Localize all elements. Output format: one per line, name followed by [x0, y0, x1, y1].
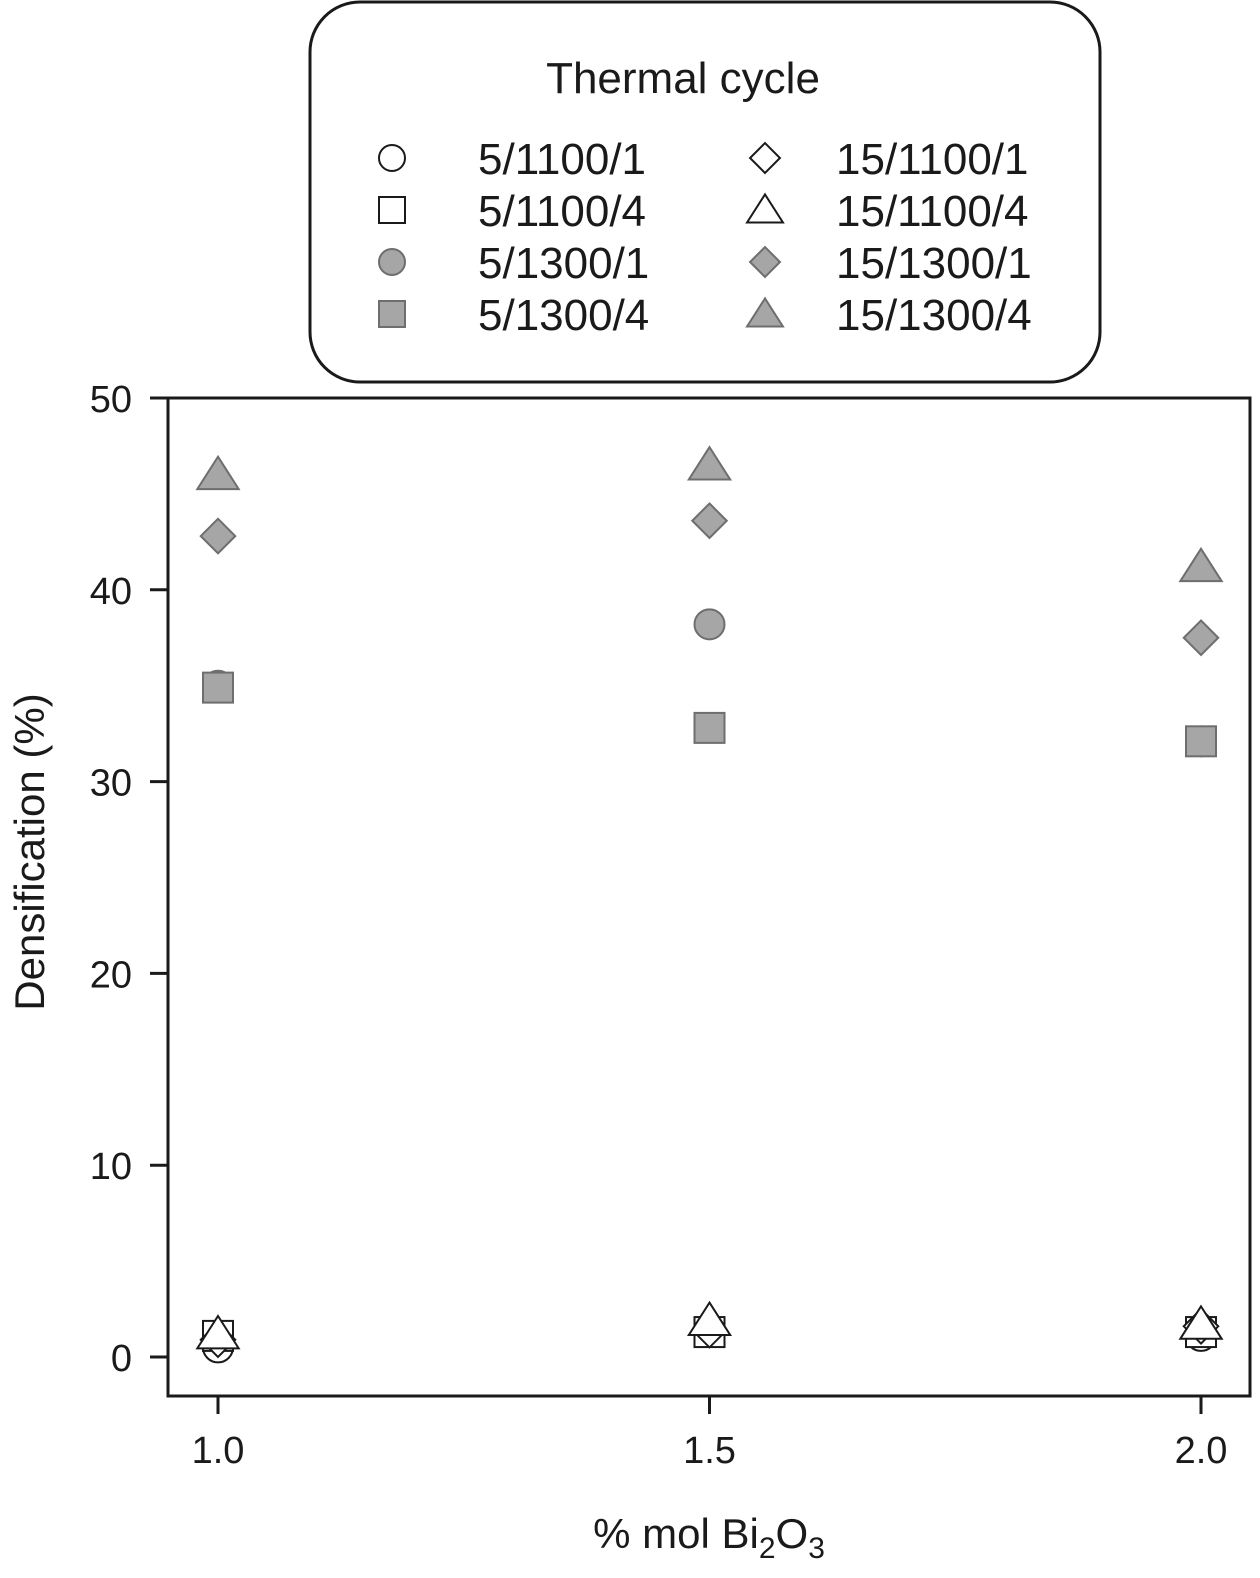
series-15-1300-4 [195, 445, 1224, 583]
legend-marker [748, 141, 782, 175]
legend-label: 15/1300/4 [836, 291, 1032, 340]
legend-label: 5/1100/1 [478, 135, 646, 184]
legend: Thermal cycle 5/1100/15/1100/45/1300/15/… [308, 0, 1102, 384]
legend-marker [378, 300, 406, 328]
legend-marker [748, 245, 782, 279]
y-tick-label: 40 [90, 571, 132, 613]
data-point [690, 502, 729, 540]
legend-label: 15/1100/4 [836, 187, 1028, 236]
data-point [1178, 1304, 1224, 1340]
y-tick-label: 10 [90, 1146, 132, 1188]
x-tick-label: 1.0 [192, 1430, 245, 1472]
data-points [195, 445, 1224, 1364]
legend-entry: 15/1300/4 [745, 291, 1032, 340]
legend-label: 5/1100/4 [478, 187, 646, 236]
data-point [1185, 725, 1217, 758]
series-15-1300-1 [199, 502, 1220, 657]
y-tick-label: 50 [90, 379, 132, 421]
data-point [202, 671, 234, 704]
y-tick-label: 20 [90, 954, 132, 996]
data-point [1178, 546, 1224, 583]
legend-entry: 15/1100/1 [748, 135, 1028, 184]
x-axis-label: % mol Bi2O3 [593, 1510, 825, 1565]
legend-label: 5/1300/1 [478, 239, 649, 288]
legend-entry: 5/1100/4 [378, 187, 646, 236]
legend-marker [378, 196, 406, 224]
legend-marker [378, 248, 406, 276]
legend-entry: 15/1100/4 [745, 187, 1028, 236]
x-axis: 1.0 1.5 2.0 [192, 1396, 1228, 1472]
legend-entry: 5/1100/1 [378, 135, 646, 184]
legend-marker [745, 192, 785, 224]
legend-box [308, 0, 1102, 384]
legend-label: 15/1100/1 [836, 135, 1028, 184]
legend-marker [378, 144, 406, 172]
legend-entry: 5/1300/1 [378, 239, 649, 288]
legend-marker [745, 296, 785, 328]
data-point [693, 711, 726, 744]
data-point [195, 1314, 241, 1350]
data-point [686, 1300, 733, 1336]
series-15-1100-4 [195, 1300, 1224, 1350]
legend-label: 15/1300/1 [836, 239, 1032, 288]
plot-frame [166, 396, 1252, 1398]
legend-entry: 15/1300/1 [748, 239, 1032, 288]
legend-entries: 5/1100/15/1100/45/1300/15/1300/4 15/1100/… [378, 135, 1032, 340]
y-tick-label: 0 [111, 1338, 132, 1380]
data-point [1182, 619, 1220, 657]
y-axis: 0 10 20 30 40 50 [90, 379, 168, 1380]
data-point [199, 517, 237, 555]
series-5-1300-4 [202, 671, 1217, 758]
legend-title: Thermal cycle [546, 54, 820, 103]
data-point [686, 445, 733, 481]
x-tick-label: 2.0 [1175, 1430, 1228, 1472]
legend-entry: 5/1300/4 [378, 291, 649, 340]
data-point [195, 454, 241, 491]
y-tick-label: 30 [90, 763, 132, 805]
data-point [693, 608, 726, 641]
legend-label: 5/1300/4 [478, 291, 649, 340]
x-tick-label: 1.5 [683, 1430, 736, 1472]
y-axis-label: Densification (%) [6, 693, 53, 1010]
